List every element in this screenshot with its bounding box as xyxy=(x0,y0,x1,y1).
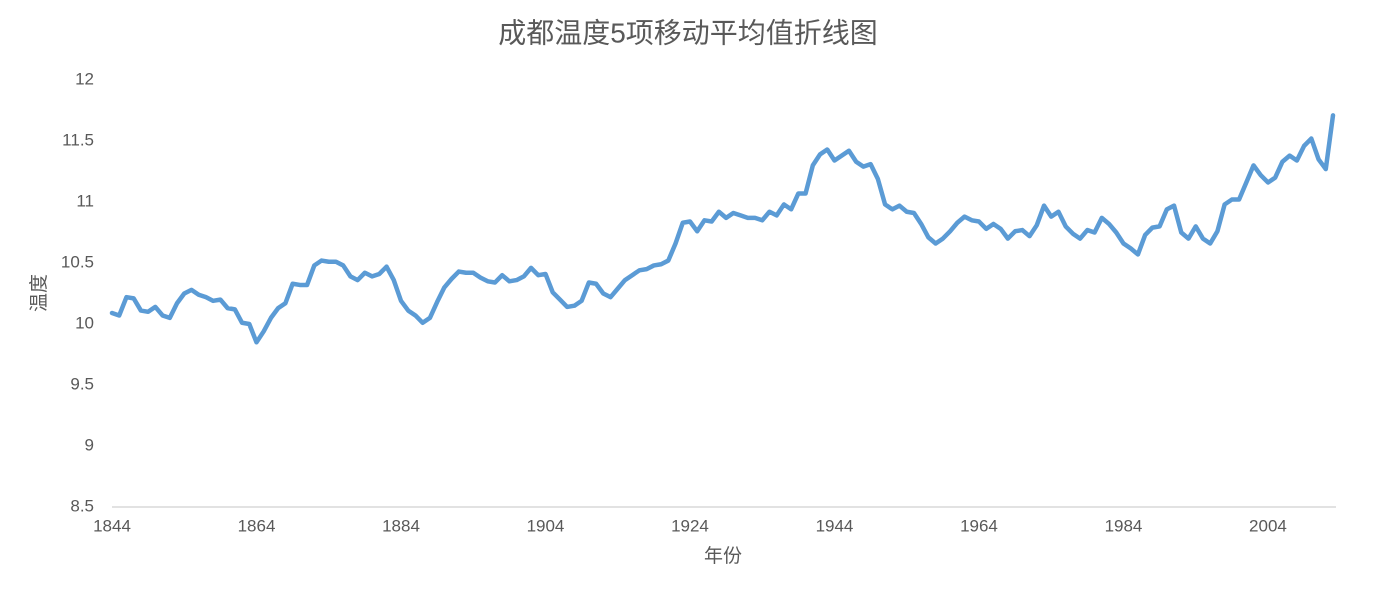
x-tick-label: 1984 xyxy=(1105,516,1143,535)
y-tick-label: 9.5 xyxy=(70,374,94,393)
y-tick-label: 8.5 xyxy=(70,496,94,515)
y-axis-label: 温度 xyxy=(28,274,50,312)
y-tick-label: 11.5 xyxy=(62,130,94,149)
x-tick-label: 1924 xyxy=(671,516,709,535)
x-tick-label: 1964 xyxy=(960,516,998,535)
y-tick-label: 10.5 xyxy=(61,252,94,271)
x-tick-label: 1864 xyxy=(238,516,276,535)
y-tick-label: 9 xyxy=(85,435,94,454)
x-axis-label: 年份 xyxy=(704,545,742,567)
y-tick-label: 11 xyxy=(76,191,94,210)
x-tick-label: 1944 xyxy=(816,516,854,535)
x-tick-label: 1884 xyxy=(382,516,420,535)
y-tick-label: 12 xyxy=(75,69,94,88)
x-tick-label: 1844 xyxy=(93,516,131,535)
x-tick-label: 1904 xyxy=(527,516,565,535)
data-line xyxy=(109,113,1336,345)
chart-title: 成都温度5项移动平均值折线图 xyxy=(498,17,878,48)
x-tick-label: 2004 xyxy=(1249,516,1287,535)
y-tick-label: 10 xyxy=(75,313,94,332)
